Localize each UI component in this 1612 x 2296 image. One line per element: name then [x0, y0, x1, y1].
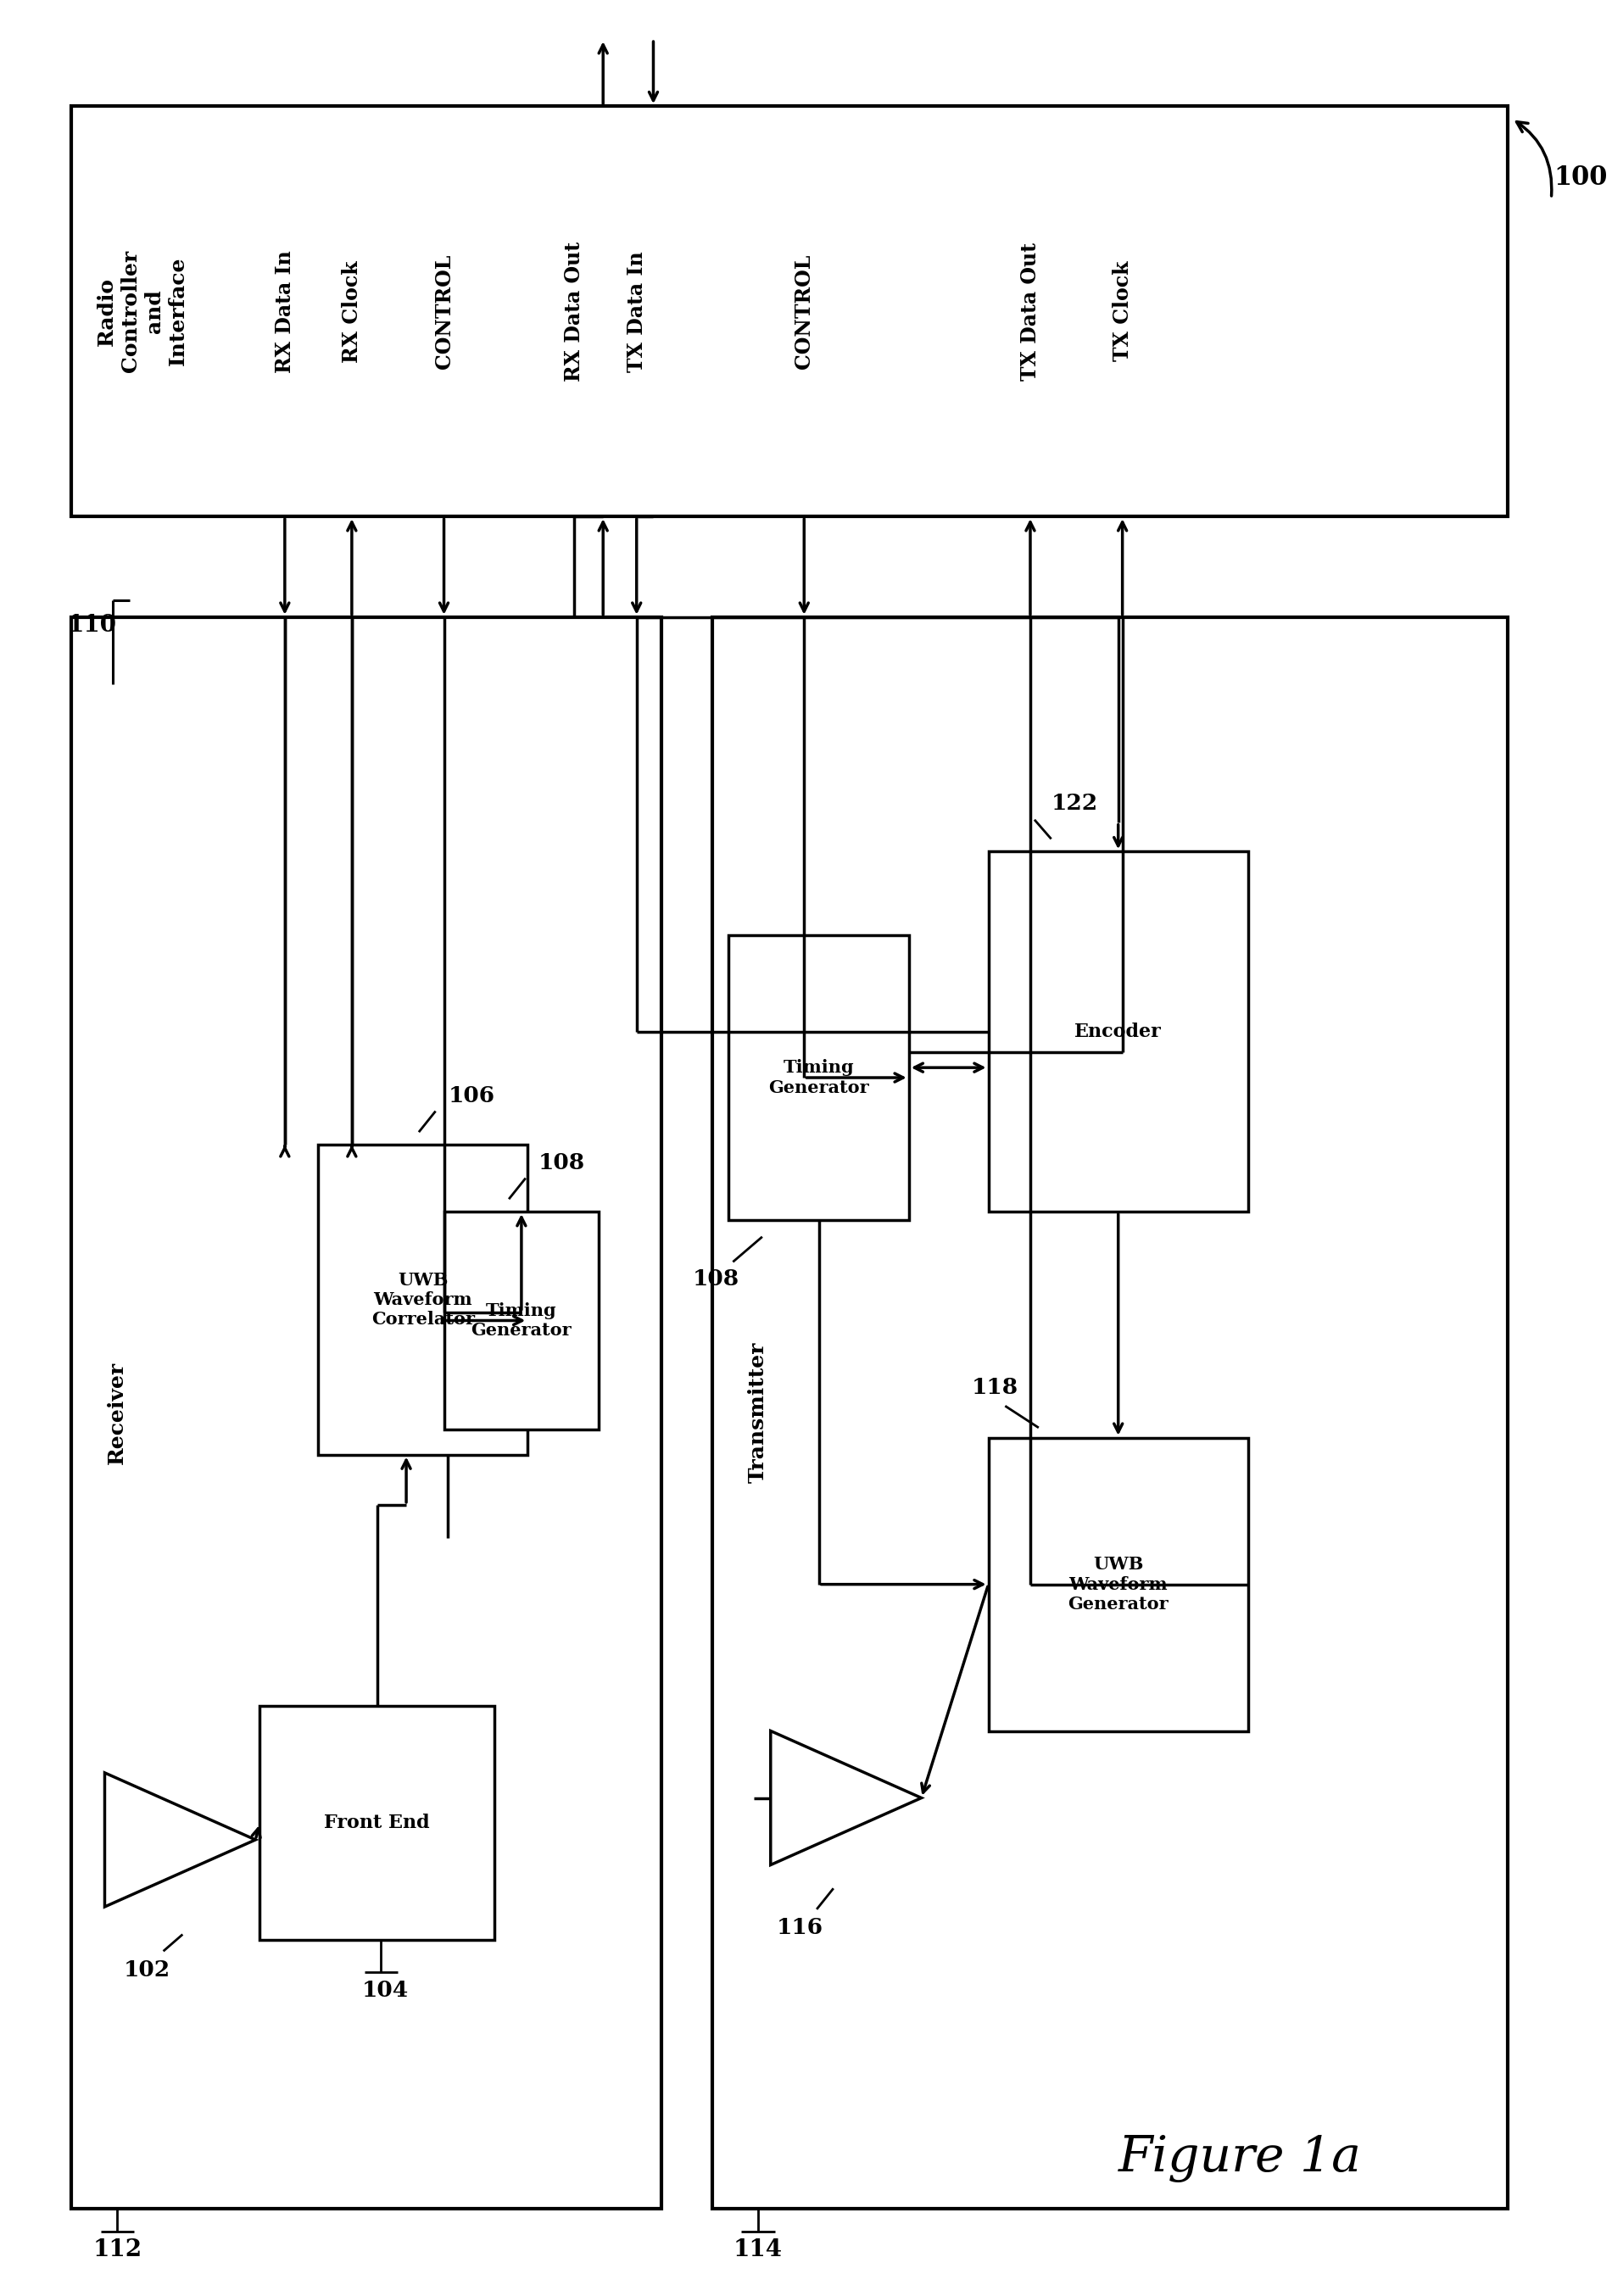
Bar: [729, 934, 909, 1219]
Bar: [988, 1437, 1248, 1731]
Text: UWB
Waveform
Correlator: UWB Waveform Correlator: [371, 1272, 474, 1327]
Text: CONTROL: CONTROL: [434, 255, 455, 370]
Text: CONTROL: CONTROL: [795, 255, 814, 370]
Text: 102: 102: [123, 1958, 169, 1979]
Text: RX Data Out: RX Data Out: [564, 241, 584, 381]
Text: TX Clock: TX Clock: [1112, 262, 1133, 360]
Text: 110: 110: [68, 613, 116, 636]
Bar: [260, 1706, 495, 1940]
Text: 114: 114: [733, 2239, 783, 2262]
Text: 118: 118: [972, 1378, 1019, 1398]
Text: 116: 116: [777, 1917, 824, 1938]
Bar: [71, 106, 1507, 517]
Bar: [713, 618, 1507, 2209]
Bar: [988, 852, 1248, 1212]
Text: 122: 122: [1051, 792, 1098, 813]
Bar: [443, 1212, 600, 1430]
Text: Encoder: Encoder: [1075, 1022, 1162, 1040]
Text: Timing
Generator: Timing Generator: [769, 1058, 869, 1095]
Text: 106: 106: [448, 1086, 495, 1107]
Text: RX Data In: RX Data In: [274, 250, 295, 372]
Text: Figure 1a: Figure 1a: [1119, 2133, 1361, 2181]
Text: 104: 104: [361, 1979, 409, 2002]
Text: 100: 100: [1554, 165, 1607, 191]
Text: 108: 108: [538, 1153, 585, 1173]
Text: RX Clock: RX Clock: [342, 259, 363, 363]
Text: Transmitter: Transmitter: [748, 1343, 769, 1483]
Bar: [71, 618, 661, 2209]
Bar: [318, 1146, 527, 1456]
Text: Front End: Front End: [324, 1814, 430, 1832]
Text: TX Data Out: TX Data Out: [1020, 241, 1040, 381]
Text: 108: 108: [693, 1267, 740, 1290]
Text: UWB
Waveform
Generator: UWB Waveform Generator: [1067, 1557, 1169, 1612]
Text: Radio
Controller
and
Interface: Radio Controller and Interface: [97, 250, 189, 372]
Text: TX Data In: TX Data In: [627, 250, 646, 372]
Text: 112: 112: [92, 2239, 142, 2262]
Text: Receiver: Receiver: [106, 1362, 127, 1465]
Text: Timing
Generator: Timing Generator: [471, 1302, 572, 1339]
